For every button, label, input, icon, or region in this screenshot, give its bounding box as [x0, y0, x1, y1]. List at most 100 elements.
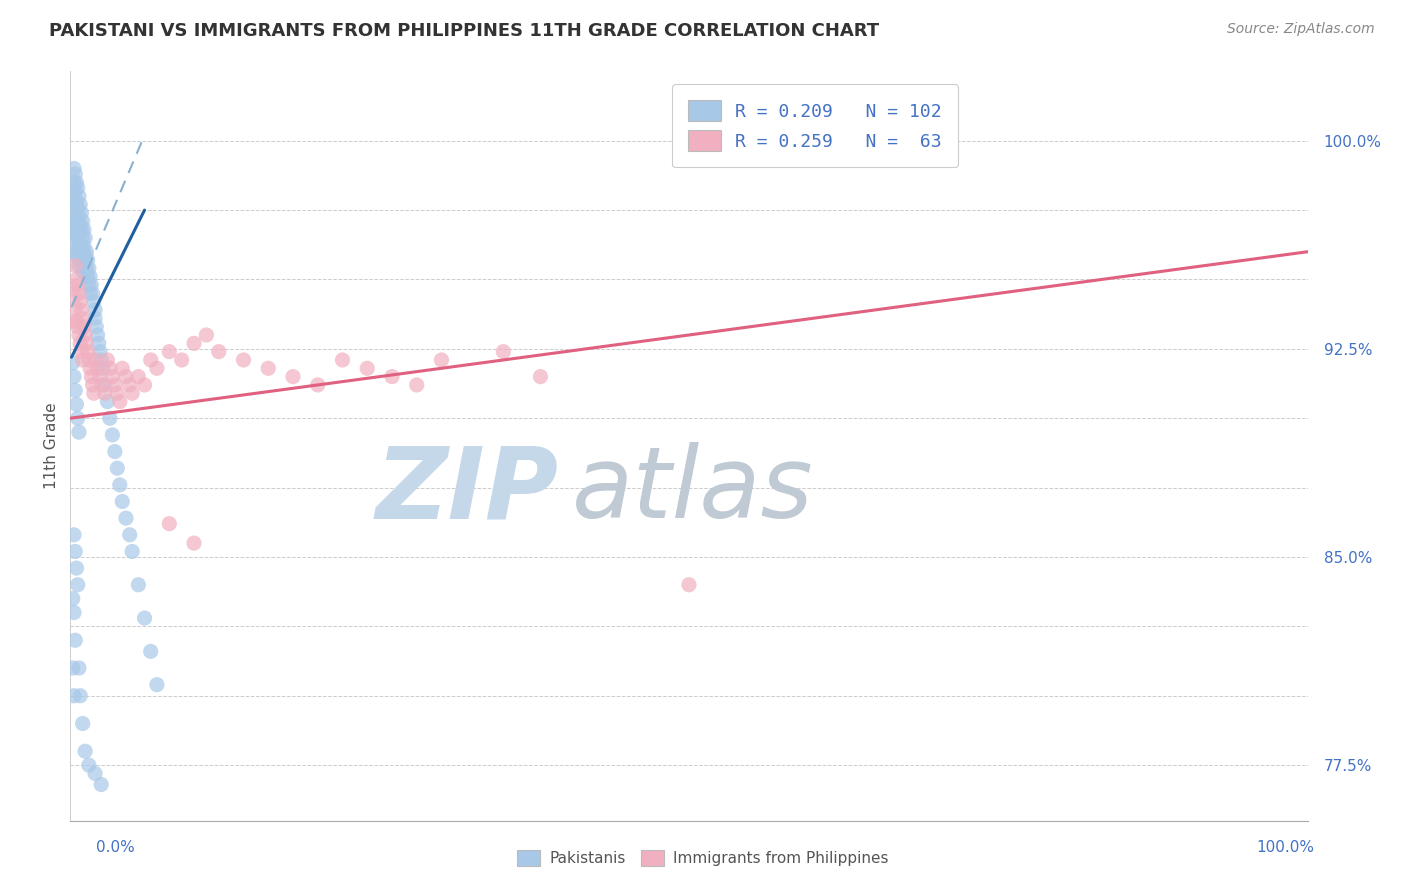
Point: [66, 578, 89, 592]
Point: [77, 278, 100, 293]
Point: [183, 336, 205, 351]
Point: [118, 528, 141, 542]
Point: [72, 231, 94, 245]
Point: [105, 386, 128, 401]
Point: [82, 378, 104, 392]
Point: [127, 578, 149, 592]
Point: [96, 394, 118, 409]
Point: [73, 256, 96, 270]
Point: [63, 528, 86, 542]
Point: [66, 250, 89, 264]
Point: [139, 644, 162, 658]
Point: [65, 259, 87, 273]
Point: [65, 397, 87, 411]
Point: [356, 361, 378, 376]
Point: [72, 247, 94, 261]
Point: [79, 361, 101, 376]
Point: [66, 278, 89, 293]
Legend: R = 0.209   N = 102, R = 0.259   N =  63: R = 0.209 N = 102, R = 0.259 N = 63: [672, 84, 959, 168]
Point: [63, 189, 86, 203]
Point: [69, 236, 91, 251]
Point: [101, 428, 124, 442]
Point: [134, 378, 156, 392]
Point: [66, 200, 89, 214]
Point: [66, 234, 89, 248]
Point: [332, 353, 354, 368]
Text: 100.0%: 100.0%: [1257, 839, 1315, 855]
Point: [82, 286, 104, 301]
Point: [65, 175, 87, 189]
Point: [257, 361, 280, 376]
Point: [77, 353, 100, 368]
Point: [89, 344, 111, 359]
Point: [83, 386, 105, 401]
Point: [65, 244, 87, 259]
Point: [65, 544, 87, 558]
Point: [94, 386, 117, 401]
Point: [101, 369, 124, 384]
Point: [67, 209, 90, 223]
Point: [405, 378, 427, 392]
Point: [72, 311, 94, 326]
Point: [195, 328, 218, 343]
Point: [63, 369, 86, 384]
Point: [76, 253, 98, 268]
Point: [108, 478, 131, 492]
Point: [84, 303, 107, 318]
Text: atlas: atlas: [571, 442, 813, 540]
Point: [65, 194, 87, 209]
Point: [89, 369, 111, 384]
Text: 0.0%: 0.0%: [96, 839, 135, 855]
Point: [96, 353, 118, 368]
Point: [73, 222, 96, 236]
Point: [121, 386, 143, 401]
Point: [67, 328, 90, 343]
Point: [86, 328, 108, 343]
Point: [69, 253, 91, 268]
Point: [80, 369, 103, 384]
Point: [70, 344, 93, 359]
Point: [104, 378, 127, 392]
Point: [69, 689, 91, 703]
Point: [72, 353, 94, 368]
Point: [66, 319, 89, 334]
Point: [63, 222, 86, 236]
Point: [62, 314, 84, 328]
Point: [62, 203, 84, 218]
Point: [75, 261, 97, 276]
Point: [63, 606, 86, 620]
Point: [70, 222, 93, 236]
Point: [65, 272, 87, 286]
Point: [65, 384, 87, 398]
Point: [73, 239, 96, 253]
Point: [65, 561, 87, 575]
Point: [66, 411, 89, 425]
Point: [63, 231, 86, 245]
Point: [67, 286, 90, 301]
Point: [115, 511, 138, 525]
Point: [134, 611, 156, 625]
Point: [70, 256, 93, 270]
Point: [70, 239, 93, 253]
Point: [307, 378, 329, 392]
Point: [75, 247, 97, 261]
Point: [678, 578, 700, 592]
Point: [84, 766, 107, 780]
Point: [63, 175, 86, 189]
Point: [98, 361, 121, 376]
Point: [381, 369, 404, 384]
Point: [76, 344, 98, 359]
Point: [72, 264, 94, 278]
Point: [121, 544, 143, 558]
Point: [72, 716, 94, 731]
Point: [72, 214, 94, 228]
Point: [98, 411, 121, 425]
Point: [183, 536, 205, 550]
Point: [67, 189, 90, 203]
Point: [157, 516, 180, 531]
Point: [65, 300, 87, 314]
Point: [67, 425, 90, 439]
Point: [67, 661, 90, 675]
Point: [86, 361, 108, 376]
Point: [66, 217, 89, 231]
